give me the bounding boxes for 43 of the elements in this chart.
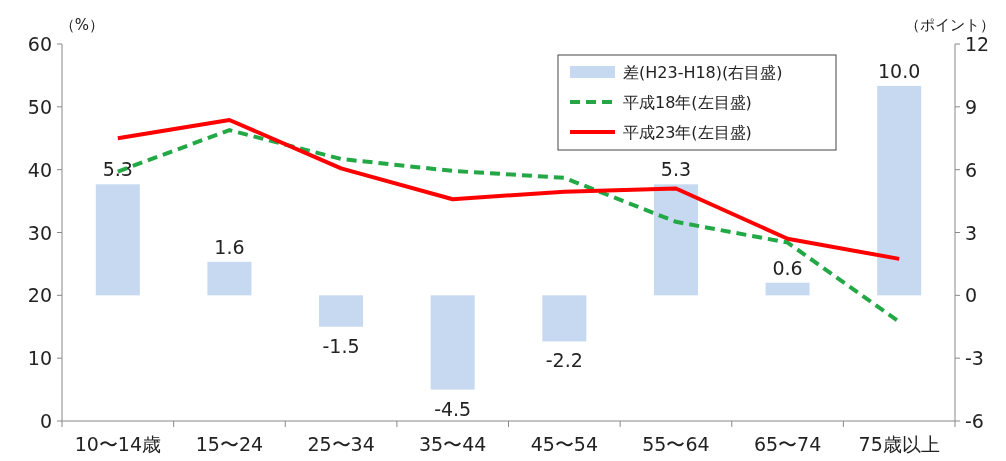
y-tick-label: 60 [27,33,52,55]
x-tick-label: 65〜74 [753,433,822,455]
y-tick-label: 10 [27,347,52,370]
legend-label: 差(H23-H18)(右目盛) [623,63,783,82]
bar [430,295,475,390]
y2-tick-label: -6 [965,410,984,432]
y2-tick-label: 12 [965,33,990,55]
legend-label: 平成18年(左目盛) [623,93,752,112]
y-tick-label: 40 [27,158,52,181]
legend-label: 平成23年(左目盛) [623,123,752,142]
x-tick-label: 45〜54 [530,433,598,455]
bar [95,184,140,296]
data-label: 5.3 [102,158,133,181]
bar [319,295,364,327]
data-label: -4.5 [434,397,472,420]
data-label: 10.0 [878,59,921,82]
y2-axis-title: （ポイント） [905,16,995,34]
data-label: 0.6 [772,256,803,279]
x-tick-label: 75歳以上 [858,433,940,455]
bar [653,184,698,296]
data-label: -1.5 [322,334,360,357]
y2-tick-label: -3 [965,347,984,370]
data-label: 5.3 [660,158,692,181]
y-tick-label: 20 [27,284,52,307]
x-tick-label: 15〜24 [195,433,264,455]
y-axis-title: （%） [59,16,105,34]
y2-tick-label: 3 [965,221,978,244]
bar [765,282,810,296]
data-label: -2.2 [545,349,583,372]
y-tick-label: 30 [27,221,52,244]
y2-tick-label: 0 [965,284,978,307]
data-label: 1.6 [214,235,245,258]
x-tick-label: 10〜14歳 [74,433,161,455]
x-tick-label: 55〜64 [642,433,710,455]
bar [207,261,252,296]
x-tick-label: 35〜44 [419,433,487,455]
y-tick-label: 0 [39,410,52,432]
y-tick-label: 50 [27,95,52,118]
y2-tick-label: 6 [965,158,978,181]
bar [542,295,587,342]
x-tick-label: 25〜34 [307,433,375,455]
y2-tick-label: 9 [965,95,978,118]
bar [877,85,922,296]
